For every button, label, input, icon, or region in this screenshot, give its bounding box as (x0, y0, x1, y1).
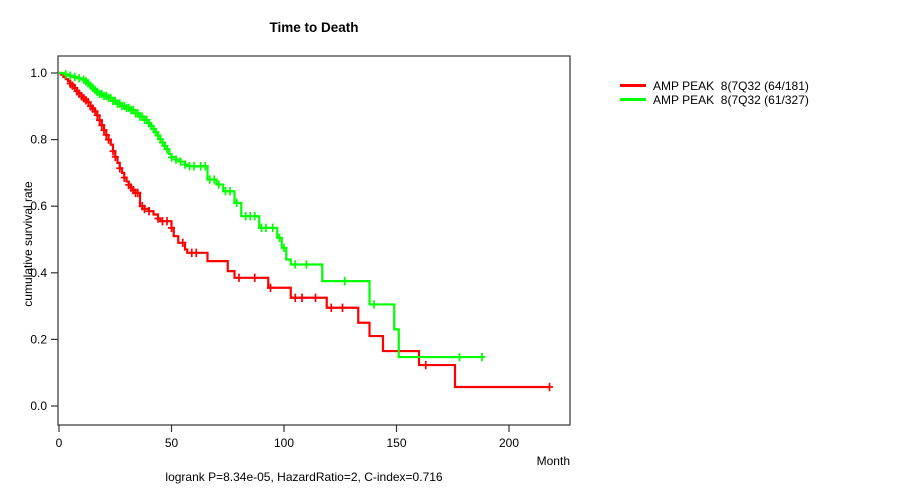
y-tick-label: 0.0 (30, 399, 47, 413)
legend-line-green-icon (620, 98, 646, 101)
legend: AMP PEAK 8(7Q32 (64/181) AMP PEAK 8(7Q32… (620, 78, 809, 107)
legend-line-red-icon (620, 84, 646, 87)
plot-border (57, 55, 571, 426)
legend-label: AMP PEAK 8(7Q32 (61/327) (653, 92, 809, 107)
x-tick-label: 0 (56, 436, 63, 450)
censor-marks-green (62, 70, 486, 362)
y-tick-label: 0.4 (30, 266, 47, 280)
stats-caption: logrank P=8.34e-05, HazardRatio=2, C-ind… (165, 470, 443, 484)
x-axis-label: Month (536, 454, 570, 468)
legend-label: AMP PEAK 8(7Q32 (64/181) (653, 78, 809, 93)
censor-marks-red (66, 79, 553, 392)
legend-item: AMP PEAK 8(7Q32 (64/181) (620, 78, 809, 93)
y-axis-label: cumulative survival rate (21, 181, 35, 307)
y-tick-label: 0.6 (30, 199, 47, 213)
y-tick-label: 0.8 (30, 133, 47, 147)
x-tick-label: 150 (386, 436, 406, 450)
x-tick-label: 100 (274, 436, 294, 450)
survival-curve-red (59, 71, 550, 389)
x-tick-label: 50 (165, 436, 179, 450)
y-tick-label: 0.2 (30, 332, 47, 346)
legend-item: AMP PEAK 8(7Q32 (61/327) (620, 92, 809, 107)
survival-curve-green (59, 71, 485, 359)
x-tick-label: 200 (499, 436, 519, 450)
chart-title: Time to Death (269, 20, 359, 35)
y-tick-label: 1.0 (30, 66, 47, 80)
